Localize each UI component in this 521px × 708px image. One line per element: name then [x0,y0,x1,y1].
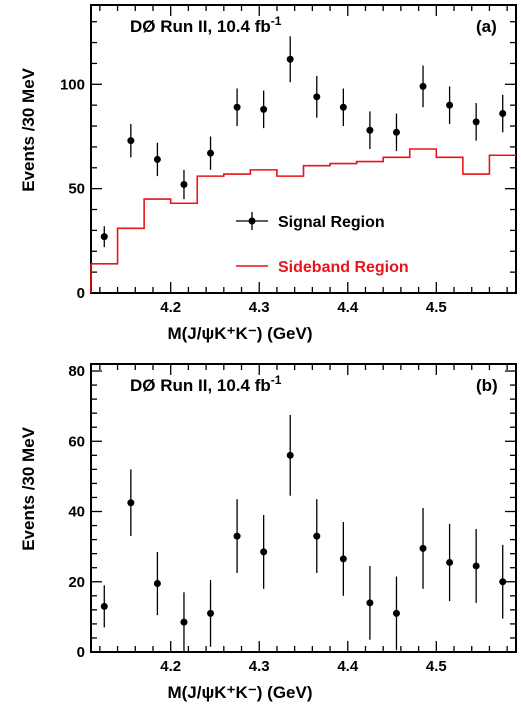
data-point [472,118,480,126]
panel-label: (b) [476,376,498,395]
x-axis-title: M(J/ψK⁺K⁻) (GeV) [167,683,312,702]
y-tick-label: 0 [77,285,85,302]
sideband-histogram [91,148,516,265]
data-point [153,155,161,163]
panel-run-text: DØ Run II, 10.4 fb-1 [130,14,282,36]
panel-run-text: DØ Run II, 10.4 fb-1 [130,373,282,395]
y-axis: 0 50 100 [60,21,516,302]
y-tick-label: 100 [60,76,85,93]
data-point [180,180,188,188]
data-point [180,618,188,626]
legend-signal-marker [248,217,256,225]
data-point [499,578,507,586]
y-axis-title: Events /30 MeV [19,67,38,191]
panel-run-superscript: -1 [271,14,282,28]
panel-label: (a) [476,17,497,36]
data-point [419,544,427,552]
data-point [339,103,347,111]
y-tick-label: 60 [68,433,85,450]
x-tick-label: 4.3 [249,299,270,316]
data-point [286,451,294,459]
x-axis: 4.2 4.3 4.4 4.5 [99,5,508,316]
plot-frame [90,363,517,653]
panel-run-superscript: -1 [271,373,282,387]
x-tick-label: 4.4 [337,299,359,316]
data-point [339,555,347,563]
y-tick-label: 0 [77,644,85,661]
y-axis: 0 20 40 60 80 [68,363,516,661]
legend: Signal Region Sideband Region [236,212,409,276]
data-point [207,609,215,617]
y-axis-title: Events /30 MeV [19,426,38,550]
data-point [446,558,454,566]
data-point [392,128,400,136]
x-tick-label: 4.5 [426,299,447,316]
legend-signal-label: Signal Region [278,214,385,231]
panel-run-label: DØ Run II, 10.4 fb [130,376,271,395]
legend-sideband-label: Sideband Region [278,259,409,276]
data-point [100,233,108,241]
data-point [419,82,427,90]
x-tick-label: 4.2 [160,658,181,675]
data-point [233,532,241,540]
data-point [366,599,374,607]
x-tick-label: 4.3 [249,658,270,675]
x-tick-label: 4.5 [426,658,447,675]
y-tick-label: 40 [68,504,85,521]
series-sideband [90,148,516,293]
series-signal [100,414,507,652]
data-point [127,499,135,507]
data-point [233,103,241,111]
y-tick-label: 50 [68,181,85,198]
data-point [446,101,454,109]
data-point [392,609,400,617]
data-point [260,548,268,556]
y-tick-label: 80 [68,363,85,380]
panel-run-label: DØ Run II, 10.4 fb [130,17,271,36]
data-point [127,137,135,145]
plot-frame [90,4,517,294]
x-tick-label: 4.4 [337,658,359,675]
chart-panel-b: 4.2 4.3 4.4 4.5 0 20 40 60 80 M(J/ψK⁺K⁻) (GeV) Eve… [19,363,517,702]
x-tick-label: 4.2 [160,299,181,316]
data-point [499,110,507,118]
x-axis: 4.2 4.3 4.4 4.5 [99,364,508,675]
data-point [366,126,374,134]
data-point [313,93,321,101]
x-axis-title: M(J/ψK⁺K⁻) (GeV) [167,324,312,343]
data-point [286,55,294,63]
data-point [100,602,108,610]
data-point [207,149,215,157]
data-point [260,105,268,113]
series-signal [100,36,507,248]
chart-panel-a: 4.2 4.3 4.4 4.5 0 50 100 M(J/ψK⁺K⁻) (GeV) Events… [19,4,517,343]
data-point [472,562,480,570]
data-point [313,532,321,540]
y-tick-label: 20 [68,574,85,591]
data-point [153,580,161,588]
